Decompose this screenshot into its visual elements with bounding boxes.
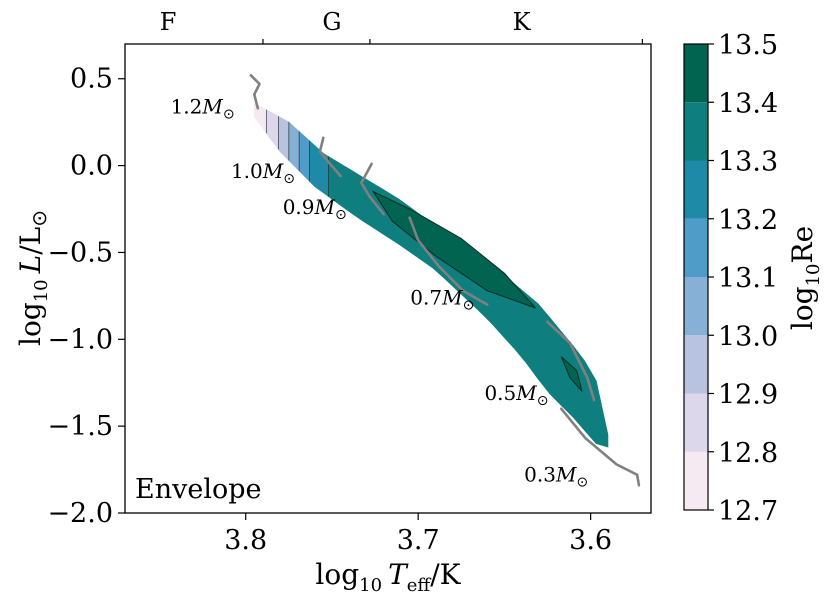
mass-label-0-9: 0.9M⊙ [283, 195, 347, 223]
colorbar-segment [684, 393, 708, 452]
y-axis-title: log10L/L⊙ [14, 210, 52, 346]
colorbar-segment [684, 277, 708, 336]
mass-labels: 1.2M⊙ 1.0M⊙ 0.9M⊙ 0.7M⊙ 0.5M⊙ 0.3M⊙ [171, 94, 589, 490]
contour-patch-13-4 [371, 190, 536, 309]
colorbar-segment [684, 335, 708, 394]
colorbar-segment [684, 160, 708, 219]
y-axis-ticks: 0.5 0.0 −0.5 −1.0 −1.5 −2.0 [47, 64, 125, 529]
track-0-5-msun [546, 320, 596, 402]
colorbar-tick-label: 12.8 [718, 438, 778, 469]
y-tick-label: −1.0 [47, 324, 113, 355]
contour-dark-patches [371, 190, 583, 392]
y-tick-label: −0.5 [47, 237, 113, 268]
mass-label-0-5: 0.5M⊙ [484, 381, 548, 409]
track-1-2-msun [249, 74, 261, 110]
contour-region-12-7 [253, 102, 267, 135]
colorbar-segment [684, 451, 708, 510]
colorbar-tick-label: 12.9 [718, 380, 778, 411]
colorbar-tick-label: 13.5 [718, 30, 778, 61]
contour-band [253, 102, 609, 448]
track-0-7-msun [408, 216, 489, 306]
x-tick-label: 3.8 [224, 525, 267, 556]
contour-region-12-8 [265, 108, 279, 151]
mass-label-0-3: 0.3M⊙ [524, 463, 588, 491]
x-axis-ticks: 3.8 3.7 3.6 [224, 513, 612, 556]
track-0-3-msun [559, 407, 641, 487]
contour-region-12-9 [278, 115, 290, 162]
colorbar-segment [684, 218, 708, 277]
colorbar-tick-label: 13.0 [718, 321, 778, 352]
panel-label: Envelope [135, 474, 261, 505]
colorbar-tick-label: 12.7 [718, 496, 778, 527]
spectral-class-f: F [160, 8, 177, 36]
track-0-9-msun [359, 162, 386, 216]
mass-label-0-7: 0.7M⊙ [410, 286, 474, 314]
plot-frame [124, 43, 652, 514]
colorbar-tick-label: 13.3 [718, 147, 778, 178]
mass-label-1-0: 1.0M⊙ [231, 159, 295, 187]
colorbar-segment [684, 102, 708, 161]
y-tick-label: 0.0 [70, 151, 113, 182]
evolution-tracks [249, 74, 641, 487]
colorbar-title: log10Re [786, 226, 824, 330]
x-tick-label: 3.6 [569, 525, 612, 556]
x-axis-title: log10 Teff/K [315, 558, 461, 596]
colorbar-tick-label: 13.4 [718, 88, 778, 119]
colorbar-tick-label: 13.1 [718, 263, 778, 294]
track-1-0-msun [318, 136, 342, 178]
spectral-class-k: K [513, 8, 532, 36]
contour-region-13-1 [298, 130, 310, 183]
y-tick-label: 0.5 [70, 64, 113, 95]
colorbar-segment [684, 44, 708, 103]
x-tick-label: 3.7 [397, 525, 440, 556]
contour-patch-13-4 [560, 356, 583, 392]
colorbar: 12.7 12.8 12.9 13.0 13.1 13.2 13.3 13.4 13.5 [683, 30, 778, 527]
y-tick-label: −2.0 [47, 498, 113, 529]
mass-label-1-2: 1.2M⊙ [171, 94, 235, 122]
spectral-class-g: G [322, 8, 341, 36]
y-tick-label: −1.5 [47, 411, 113, 442]
contour-region-13 [288, 121, 300, 172]
colorbar-tick-label: 13.2 [718, 205, 778, 236]
contour-region-13-2 [309, 140, 329, 198]
